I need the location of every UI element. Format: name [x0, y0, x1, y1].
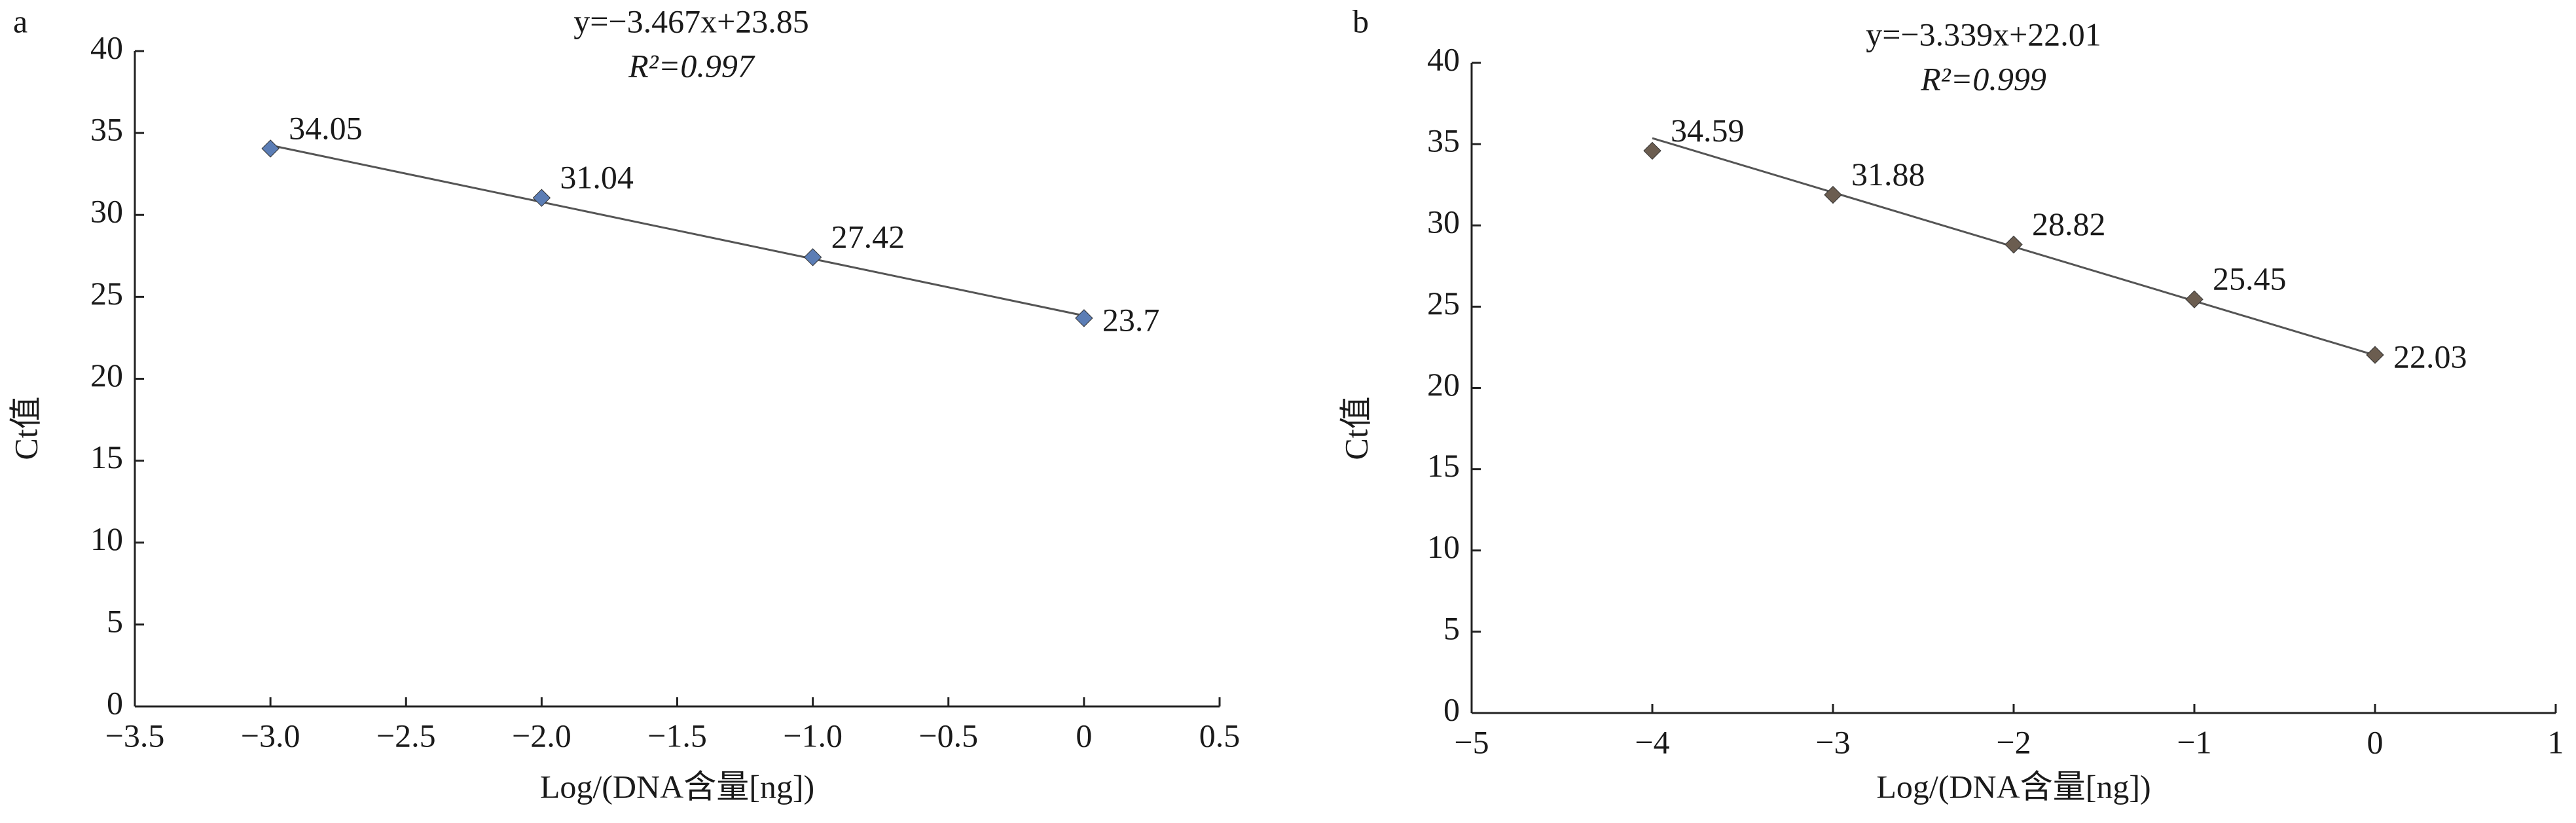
x-axis-label: Log/(DNA含量[ng]): [540, 768, 814, 805]
y-tick-label: 5: [107, 602, 123, 639]
data-label: 25.45: [2213, 261, 2287, 297]
point: [1643, 141, 1661, 160]
panel-label: a: [13, 3, 27, 39]
x-tick-label: −5: [1454, 723, 1489, 760]
x-tick-label: −4: [1635, 723, 1669, 760]
x-tick-label: −2.5: [376, 717, 436, 754]
x-tick-label: 0: [2367, 723, 2384, 760]
equation: y=−3.339x+22.01: [1866, 16, 2101, 52]
data-label: 27.42: [831, 218, 905, 255]
x-tick-label: −3.0: [241, 717, 300, 754]
y-tick-label: 0: [1443, 691, 1460, 727]
x-tick-label: −1: [2177, 723, 2211, 760]
y-tick-label: 15: [1427, 447, 1460, 484]
y-tick-label: 5: [1443, 610, 1460, 646]
data-label: 28.82: [2032, 206, 2106, 242]
y-tick-label: 0: [107, 684, 123, 721]
y-axis-label: Ct值: [7, 396, 44, 460]
point: [803, 248, 822, 266]
y-tick-label: 15: [90, 439, 123, 475]
data-label: 22.03: [2393, 338, 2467, 375]
x-tick-label: −1.5: [647, 717, 707, 754]
x-tick-label: −2.0: [512, 717, 571, 754]
point: [1075, 309, 1093, 327]
y-tick-label: 20: [1427, 366, 1460, 403]
y-axis-label: Ct值: [1337, 396, 1374, 460]
x-tick-label: −3: [1815, 723, 1850, 760]
point: [2366, 346, 2384, 364]
y-tick-label: 10: [90, 521, 123, 557]
point: [2185, 290, 2204, 308]
x-tick-label: −3.5: [105, 717, 165, 754]
y-tick-label: 30: [1427, 204, 1460, 240]
x-tick-label: 1: [2548, 723, 2564, 760]
y-tick-label: 35: [1427, 122, 1460, 159]
data-label: 23.7: [1102, 301, 1160, 338]
y-tick-label: 30: [90, 193, 123, 230]
equation: y=−3.467x+23.85: [573, 3, 809, 39]
y-tick-label: 20: [90, 357, 123, 393]
point: [1824, 185, 1842, 204]
x-tick-label: −2: [1996, 723, 2031, 760]
y-tick-label: 40: [1427, 41, 1460, 77]
trendline: [270, 144, 1085, 317]
data-label: 34.05: [289, 109, 363, 146]
x-tick-label: 0: [1076, 717, 1092, 754]
data-label: 31.88: [1851, 156, 1925, 192]
y-tick-label: 35: [90, 111, 123, 148]
point: [2005, 235, 2023, 254]
y-tick-label: 40: [90, 29, 123, 65]
r-squared: R²=0.999: [1920, 60, 2046, 97]
point: [532, 189, 551, 207]
x-tick-label: 0.5: [1199, 717, 1241, 754]
data-label: 31.04: [560, 159, 634, 196]
x-tick-label: −1.0: [783, 717, 843, 754]
y-tick-label: 10: [1427, 528, 1460, 565]
panel-label: b: [1352, 3, 1369, 39]
y-tick-label: 25: [1427, 285, 1460, 321]
r-squared: R²=0.997: [628, 47, 755, 84]
point: [261, 139, 280, 158]
y-tick-label: 25: [90, 275, 123, 312]
x-axis-label: Log/(DNA含量[ng]): [1876, 768, 2150, 805]
data-label: 34.59: [1671, 112, 1745, 149]
x-tick-label: −0.5: [918, 717, 978, 754]
